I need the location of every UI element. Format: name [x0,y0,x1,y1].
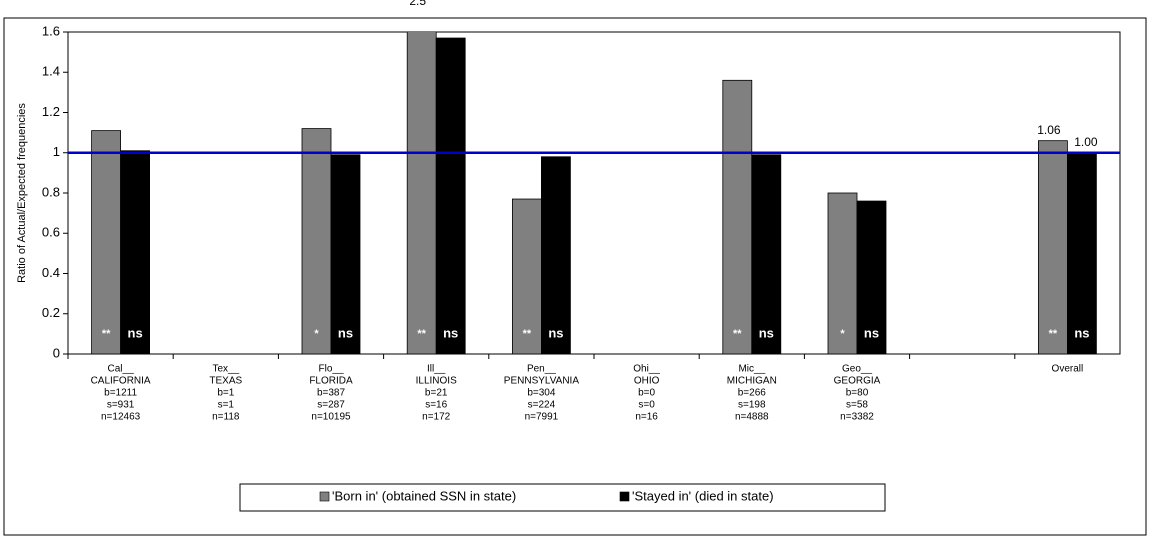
x-tick-detail: s=224 [528,400,556,411]
x-tick-detail: CALIFORNIA [91,376,151,387]
x-tick-detail: s=16 [425,400,447,411]
x-tick-detail: OHIO [634,376,660,387]
x-tick-detail: n=7991 [525,412,559,423]
chart-border [3,17,1147,536]
bar [330,154,361,354]
legend-label: 'Born in' (obtained SSN in state) [332,488,516,503]
x-tick-detail: b=1211 [104,388,137,399]
x-tick-detail: b=387 [317,388,346,399]
x-tick-label: Mic__ [738,364,765,375]
bar [541,156,571,354]
x-tick-detail: b=304 [527,388,556,399]
bars [91,32,1097,354]
plot-frame [67,31,1121,355]
x-tick-label: Ohi__ [633,364,660,375]
x-tick-detail: n=10195 [311,412,351,423]
x-tick-detail: s=287 [317,400,345,411]
bar [751,154,782,354]
x-tick-detail: n=4888 [735,412,769,423]
x-tick-detail: n=16 [635,412,658,423]
bar [120,150,150,354]
bar [435,37,466,354]
x-tick-label: Overall [1052,364,1084,375]
x-tick-label: Tex__ [212,364,239,375]
y-tick-label: 0.6 [42,225,60,240]
x-tick-label: Cal__ [108,364,135,375]
significance-label: ** [523,328,532,340]
x-tick-label: Flo__ [318,364,343,375]
bar [1067,152,1097,354]
value-label: 1.06 [1037,123,1061,137]
significance-label: ns [759,325,774,340]
x-tick-detail: FLORIDA [309,376,353,387]
bar [1038,140,1068,354]
significance-label: ** [733,328,742,340]
x-tick-detail: b=0 [638,388,655,399]
bar [856,200,887,354]
value-label: 2.5 [409,0,426,8]
y-tick-label: 0.8 [42,184,60,199]
y-tick-label: 0 [53,345,60,360]
x-tick-detail: TEXAS [209,376,242,387]
legend-box [239,483,886,512]
x-tick-detail: s=58 [846,400,868,411]
significance-label: ns [864,325,879,340]
x-tick-label: Geo__ [842,364,872,375]
significance-label: * [840,328,845,340]
significance-label: ** [1049,328,1058,340]
significance-label: ns [128,325,143,340]
y-tick-label: 1.6 [42,23,60,38]
x-tick-detail: s=1 [218,400,235,411]
y-tick-label: 0.2 [42,305,60,320]
x-tick-detail: PENNSYLVANIA [504,376,580,387]
x-tick-detail: n=118 [212,412,240,423]
significance-label: ns [548,325,563,340]
x-tick-detail: b=21 [425,388,448,399]
significance-label: ** [102,328,111,340]
significance-label: ** [417,328,426,340]
x-tick-detail: s=0 [638,400,655,411]
value-label: 1.00 [1074,135,1098,149]
x-tick-detail: MICHIGAN [727,376,777,387]
bar [91,130,121,354]
x-tick-detail: n=12463 [101,412,141,423]
x-tick-detail: s=931 [107,400,135,411]
legend-swatch [619,491,630,502]
significance-label: * [314,328,319,340]
bar [722,79,753,354]
legend-swatch [319,491,330,502]
x-tick-detail: n=172 [422,412,451,423]
x-tick-detail: s=198 [738,400,766,411]
y-tick-label: 0.4 [42,265,60,280]
bar [301,128,332,354]
y-tick-label: 1.4 [42,64,60,79]
x-tick-detail: GEORGIA [834,376,881,387]
y-tick-label: 1 [53,144,60,159]
y-axis-label: Ratio of Actual/Expected frequencies [16,103,28,283]
significance-label: ns [338,325,353,340]
legend-label: 'Stayed in' (died in state) [632,488,774,503]
x-tick-label: Ill__ [427,364,446,375]
x-tick-detail: ILLINOIS [416,376,457,387]
x-tick-detail: b=1 [217,388,234,399]
y-tick-label: 1.2 [42,104,60,119]
x-tick-detail: n=3382 [840,412,874,423]
bar [406,32,437,354]
x-tick-detail: b=266 [738,388,767,399]
significance-label: ns [1074,325,1089,340]
significance-label: ns [443,325,458,340]
x-tick-label: Pen__ [527,364,556,375]
x-tick-detail: b=80 [846,388,869,399]
